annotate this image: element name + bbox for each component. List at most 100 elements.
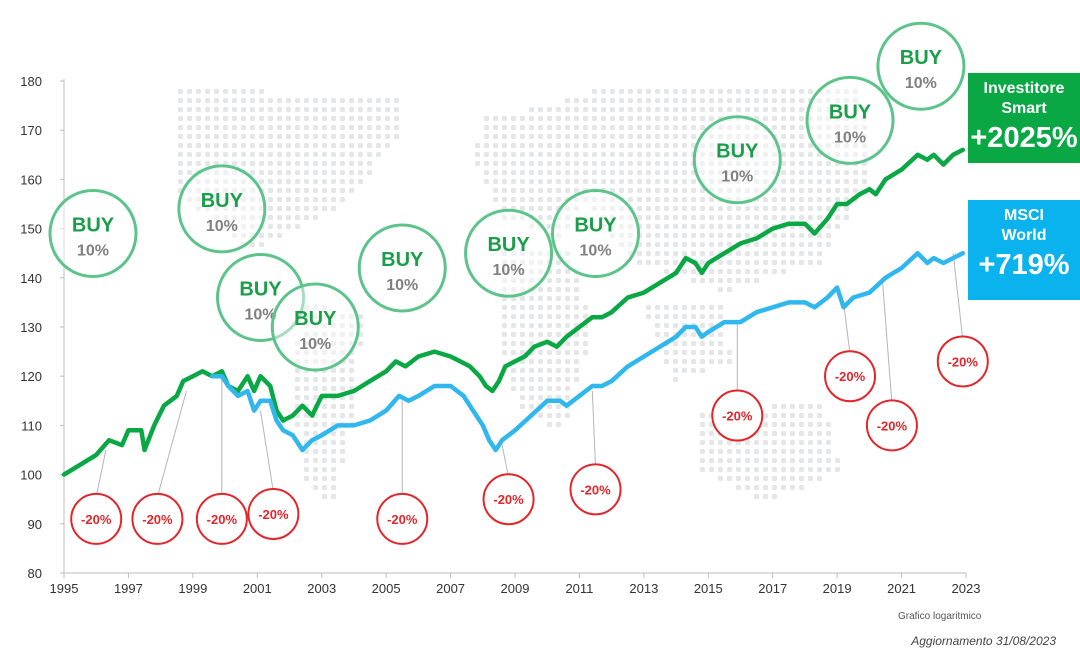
map-dot	[322, 386, 327, 391]
map-dot	[700, 215, 705, 220]
map-dot	[304, 467, 309, 472]
map-dot	[295, 134, 300, 139]
map-dot	[799, 251, 804, 256]
map-dot	[709, 359, 714, 364]
map-dot	[691, 215, 696, 220]
map-dot	[259, 134, 264, 139]
map-dot	[187, 116, 192, 121]
map-dot	[214, 116, 219, 121]
map-dot	[772, 152, 777, 157]
map-dot	[241, 107, 246, 112]
map-dot	[817, 413, 822, 418]
map-dot	[322, 143, 327, 148]
map-dot	[502, 134, 507, 139]
map-dot	[817, 467, 822, 472]
map-dot	[700, 224, 705, 229]
map-dot	[556, 197, 561, 202]
map-dot	[196, 152, 201, 157]
map-dot	[718, 314, 723, 319]
y-tick-label: 80	[28, 566, 42, 581]
map-dot	[754, 152, 759, 157]
map-dot	[484, 134, 489, 139]
map-dot	[349, 170, 354, 175]
map-dot	[736, 251, 741, 256]
map-dot	[511, 314, 516, 319]
map-dot	[763, 197, 768, 202]
map-dot	[385, 143, 390, 148]
map-dot	[655, 116, 660, 121]
map-dot	[826, 188, 831, 193]
map-dot	[304, 476, 309, 481]
map-dot	[529, 143, 534, 148]
map-dot	[556, 170, 561, 175]
map-dot	[862, 143, 867, 148]
map-dot	[790, 134, 795, 139]
map-dot	[196, 161, 201, 166]
map-dot	[745, 215, 750, 220]
map-dot	[799, 404, 804, 409]
map-dot	[196, 107, 201, 112]
map-dot	[340, 413, 345, 418]
map-dot	[646, 89, 651, 94]
map-dot	[214, 89, 219, 94]
map-dot	[538, 368, 543, 373]
map-dot	[574, 134, 579, 139]
map-dot	[808, 422, 813, 427]
map-dot	[358, 179, 363, 184]
map-dot	[187, 188, 192, 193]
map-dot	[709, 251, 714, 256]
map-dot	[529, 116, 534, 121]
map-dot	[349, 341, 354, 346]
map-dot	[502, 215, 507, 220]
buy-label: BUY	[381, 249, 424, 271]
map-dot	[295, 359, 300, 364]
map-dot	[556, 368, 561, 373]
map-dot	[718, 134, 723, 139]
map-dot	[718, 233, 723, 238]
drop-connector-lines	[95, 253, 964, 498]
map-dot	[565, 287, 570, 292]
map-dot	[313, 395, 318, 400]
map-dot	[754, 467, 759, 472]
map-dot	[835, 89, 840, 94]
map-dot	[637, 143, 642, 148]
map-dot	[610, 98, 615, 103]
map-dot	[322, 413, 327, 418]
map-dot	[727, 89, 732, 94]
map-dot	[781, 233, 786, 238]
map-dot	[502, 287, 507, 292]
map-dot	[646, 215, 651, 220]
map-dot	[322, 458, 327, 463]
map-dot	[538, 287, 543, 292]
panel-name-line1: Investitore	[983, 80, 1065, 97]
map-dot	[745, 440, 750, 445]
map-dot	[682, 341, 687, 346]
map-dot	[754, 215, 759, 220]
x-tick-label: 1999	[178, 581, 207, 596]
map-dot	[826, 179, 831, 184]
map-dot	[763, 467, 768, 472]
map-dot	[709, 152, 714, 157]
map-dot	[205, 179, 210, 184]
map-dot	[259, 233, 264, 238]
drop-circle	[569, 463, 622, 516]
map-dot	[655, 170, 660, 175]
map-dot	[556, 323, 561, 328]
map-dot	[682, 350, 687, 355]
map-dot	[232, 98, 237, 103]
drop-circle	[865, 399, 918, 452]
map-dot	[313, 170, 318, 175]
map-dot	[763, 161, 768, 166]
map-dot	[799, 116, 804, 121]
map-dot	[592, 206, 597, 211]
map-dot	[718, 152, 723, 157]
map-dot	[322, 467, 327, 472]
map-dot	[673, 134, 678, 139]
map-dot	[691, 305, 696, 310]
map-dot	[763, 476, 768, 481]
map-dot	[718, 260, 723, 265]
map-dot	[520, 269, 525, 274]
map-dot	[286, 215, 291, 220]
map-dot	[835, 197, 840, 202]
map-dot	[781, 476, 786, 481]
